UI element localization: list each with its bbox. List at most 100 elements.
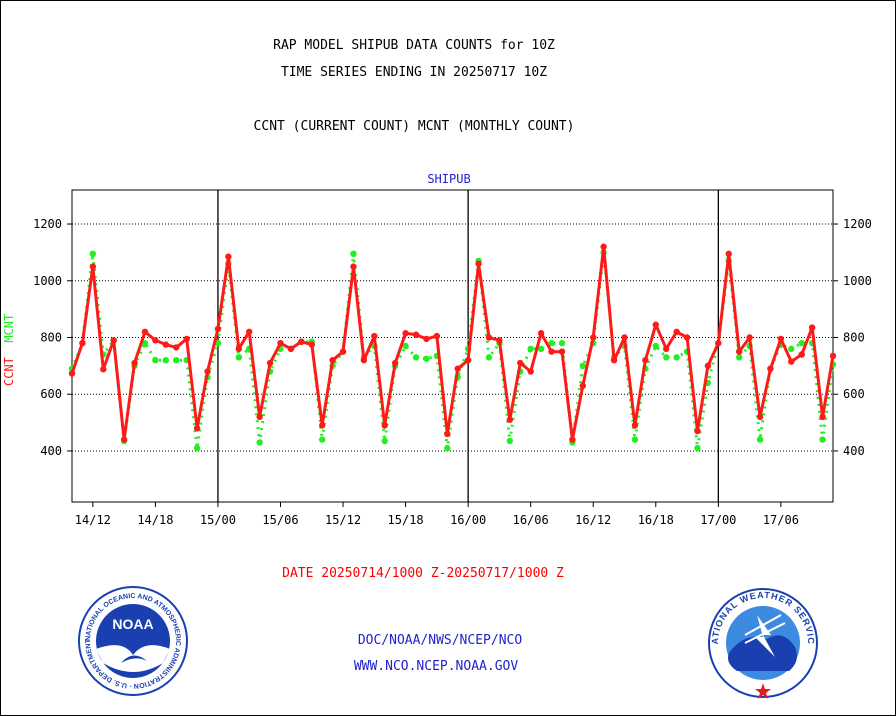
ccnt-point: [673, 328, 680, 336]
y-axis-right: 400 600 800 1000 1200: [833, 217, 872, 458]
ccnt-point: [256, 413, 263, 421]
chart-subtitle: CCNT (CURRENT COUNT) MCNT (MONTHLY COUNT…: [253, 119, 575, 134]
mcnt-point: [89, 250, 97, 258]
x-tick-label: 17/06: [763, 513, 799, 527]
y-tick-label-left: 1200: [33, 217, 62, 231]
ccnt-point: [652, 321, 659, 328]
ccnt-point: [360, 356, 368, 364]
ccnt-point: [704, 362, 712, 370]
y-axis-label-mcnt: MCNT: [2, 313, 16, 343]
y-tick-label-left: 400: [40, 444, 62, 458]
y-tick-label-left: 1000: [33, 274, 62, 288]
ccnt-point: [287, 345, 295, 353]
ccnt-point: [506, 416, 514, 423]
plot-area: 400 600 800 1000 1200 400 600 800 1000 1200 14/1…: [33, 189, 872, 527]
ccnt-point: [79, 339, 86, 347]
mcnt-point: [735, 354, 743, 361]
ccnt-point: [444, 430, 451, 438]
ccnt-point: [162, 341, 170, 348]
ccnt-point: [89, 263, 97, 270]
ccnt-point: [829, 352, 837, 360]
mcnt-point: [162, 356, 170, 364]
ccnt-point: [600, 243, 607, 250]
mcnt-point: [152, 356, 159, 364]
mcnt-point: [798, 339, 805, 347]
ccnt-point: [496, 337, 503, 344]
x-tick-label: 16/00: [450, 513, 486, 527]
ccnt-point: [464, 356, 472, 364]
ccnt-point: [579, 382, 587, 389]
mcnt-point: [193, 444, 201, 452]
ccnt-point: [694, 427, 701, 435]
y-axis-left: 400 600 800 1000 1200: [33, 217, 72, 458]
ccnt-point: [371, 332, 378, 340]
x-tick-label: 16/12: [575, 513, 611, 527]
x-tick-label: 14/12: [75, 513, 111, 527]
ccnt-point: [204, 368, 211, 375]
ccnt-point: [788, 358, 795, 365]
mcnt-point: [485, 354, 493, 361]
ccnt-point: [152, 337, 159, 344]
ccnt-point: [120, 436, 128, 443]
y-tick-label-right: 1200: [843, 217, 872, 231]
ccnt-point: [454, 365, 461, 372]
mcnt-point: [350, 250, 357, 258]
noaa-logo-text: NOAA: [112, 616, 153, 632]
x-tick-label: 15/18: [388, 513, 424, 527]
ccnt-point: [548, 348, 555, 355]
mcnt-point: [412, 354, 420, 361]
mcnt-point: [141, 339, 149, 347]
ccnt-point: [350, 263, 357, 270]
ccnt-point: [621, 334, 628, 341]
ccnt-point: [517, 359, 524, 367]
ccnt-point: [485, 334, 493, 341]
mcnt-point: [423, 355, 430, 362]
y-tick-label-right: 600: [843, 387, 865, 401]
mcnt-point: [558, 339, 566, 347]
ccnt-point: [756, 413, 764, 421]
ccnt-point: [266, 359, 274, 367]
mcnt-point: [527, 345, 534, 353]
ccnt-point: [173, 344, 180, 351]
mcnt-point: [256, 439, 263, 446]
ccnt-point: [746, 334, 753, 341]
ccnt-point: [642, 356, 649, 364]
mcnt-point: [381, 437, 388, 445]
x-tick-label: 16/18: [638, 513, 674, 527]
mcnt-point: [506, 437, 514, 445]
mcnt-point: [235, 354, 242, 361]
x-tick-label: 17/00: [700, 513, 736, 527]
ccnt-point: [339, 348, 347, 355]
ccnt-point: [767, 365, 774, 372]
mcnt-point: [756, 436, 764, 443]
ccnt-point: [246, 328, 253, 336]
y-tick-label-right: 400: [843, 444, 865, 458]
ccnt-point: [433, 332, 441, 340]
ccnt-point: [318, 422, 326, 429]
ccnt-point: [100, 366, 107, 373]
ccnt-point: [391, 359, 399, 367]
footer-website[interactable]: WWW.NCO.NCEP.NOAA.GOV: [353, 659, 519, 674]
ccnt-point: [725, 250, 732, 258]
ccnt-point: [735, 348, 743, 355]
y-tick-label-right: 800: [843, 330, 865, 344]
x-tick-label: 15/00: [200, 513, 236, 527]
ccnt-point: [141, 328, 149, 336]
ccnt-point: [235, 345, 242, 353]
mcnt-point: [548, 339, 555, 347]
ccnt-point: [131, 359, 138, 367]
gridlines: [72, 223, 833, 452]
mcnt-point: [173, 356, 180, 364]
ccnt-point: [569, 436, 576, 443]
ccnt-point: [329, 356, 336, 364]
footer-org-path: DOC/NOAA/NWS/NCEP/NCO: [357, 633, 523, 648]
ccnt-point: [68, 370, 76, 377]
ccnt-point: [808, 324, 816, 331]
footer-date-range: DATE 20250714/1000 Z-20250717/1000 Z: [282, 566, 564, 581]
ccnt-point: [308, 341, 315, 348]
series-ccnt: [68, 243, 837, 443]
mcnt-point: [819, 436, 826, 443]
x-axis: 14/12 14/18 15/00 15/06 15/12 15/18 16/00 16/06…: [75, 502, 799, 527]
ccnt-point: [214, 325, 222, 333]
